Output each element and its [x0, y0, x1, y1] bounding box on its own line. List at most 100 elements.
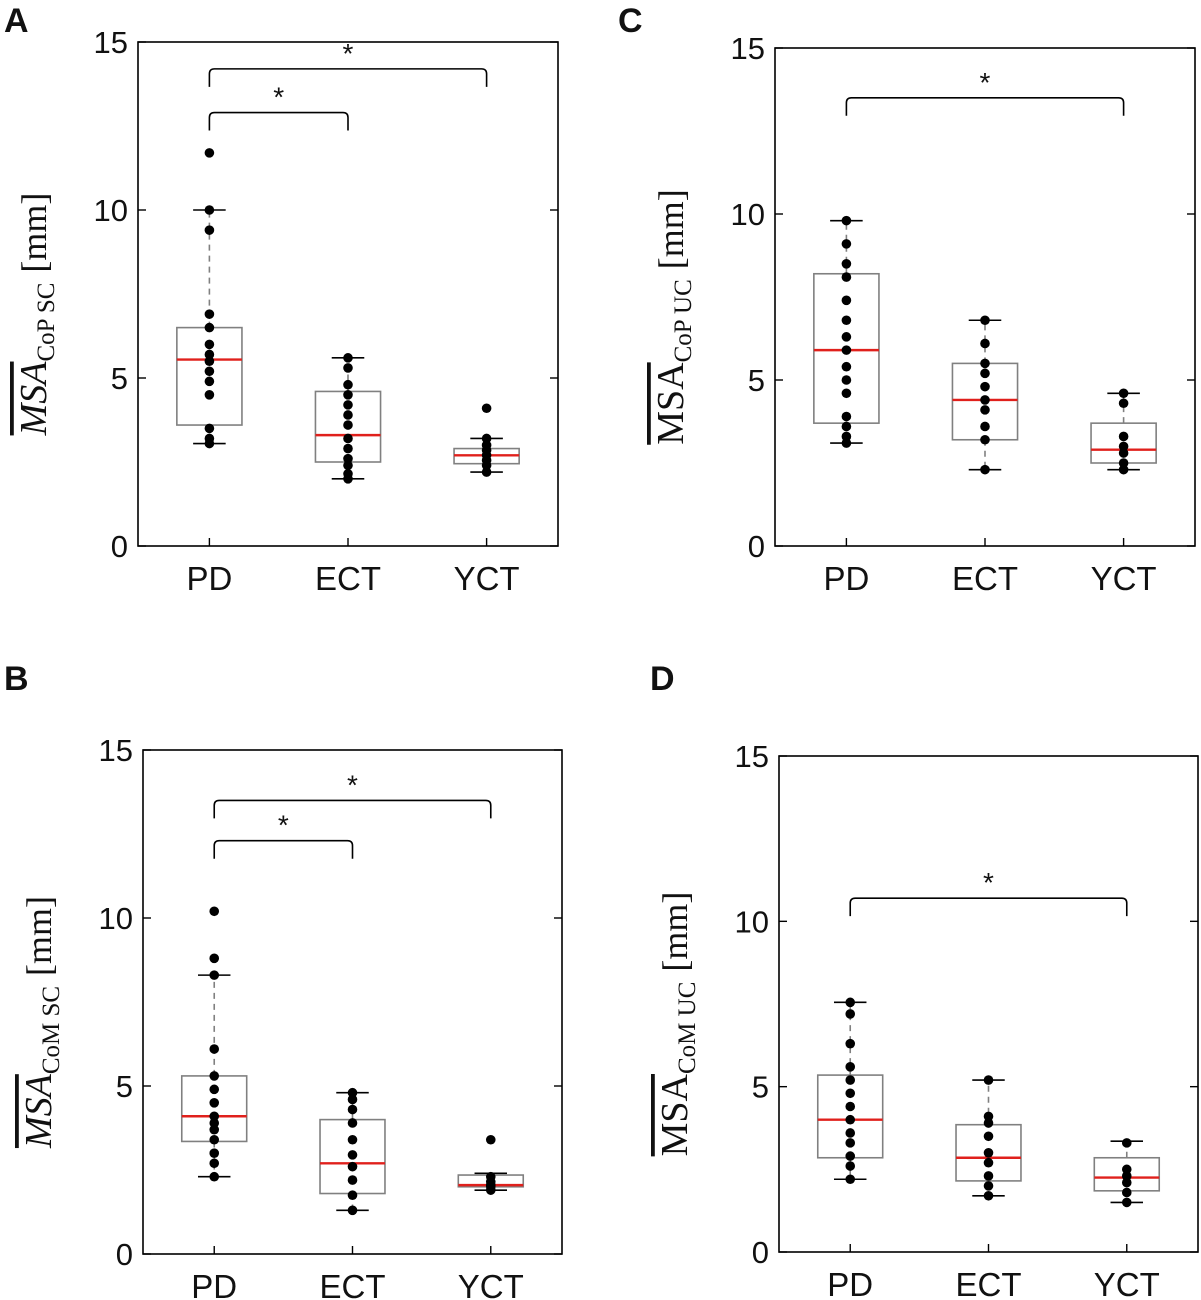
data-point	[209, 906, 220, 917]
data-point	[209, 1084, 220, 1095]
data-point	[980, 464, 990, 475]
y-tick-label: 15	[731, 31, 765, 66]
data-point	[347, 1087, 358, 1098]
chart-panel-d: D 0 5 10 15 PD ECT YCT MSACoM UC [mm] *	[650, 660, 1199, 1300]
data-point	[343, 443, 353, 454]
y-tick-label: 10	[731, 197, 765, 232]
data-point	[845, 1075, 856, 1085]
significance-star: *	[278, 810, 289, 841]
significance-bracket	[208, 68, 488, 87]
data-point	[841, 421, 852, 432]
y-tick-label: 5	[111, 361, 128, 396]
y-tick-label: 15	[99, 733, 133, 768]
data-point	[481, 467, 492, 477]
data-point	[1121, 1177, 1132, 1188]
y-tick-label: 5	[748, 363, 765, 398]
significance-bracket	[208, 111, 349, 131]
data-point	[841, 375, 852, 385]
data-point	[204, 376, 215, 387]
y-tick-label: 15	[94, 25, 128, 60]
y-axis-label-main: MSA	[654, 1073, 696, 1156]
data-point	[845, 1151, 856, 1161]
data-point	[1118, 464, 1129, 475]
data-point	[204, 390, 215, 400]
y-axis-label: MSACoP UC [mm]	[650, 189, 697, 445]
box-pd	[813, 219, 880, 444]
data-point	[347, 1161, 358, 1172]
y-axis-label-subscript: CoP SC	[33, 283, 60, 362]
panel-label: A	[4, 2, 29, 40]
data-point	[1118, 388, 1129, 399]
data-point	[343, 460, 353, 471]
y-tick-label: 0	[116, 1237, 133, 1272]
data-point	[845, 1128, 856, 1138]
data-point	[1118, 458, 1129, 468]
data-point	[983, 1181, 994, 1191]
significance-star: *	[983, 867, 994, 898]
data-point	[841, 411, 852, 422]
y-axis-label-subscript: CoP UC	[670, 279, 697, 362]
x-tick-label: PD	[191, 1268, 237, 1300]
x-tick-label: YCT	[1094, 1266, 1160, 1300]
data-point	[204, 148, 215, 158]
data-point	[481, 440, 492, 451]
data-point	[481, 433, 492, 444]
data-point	[204, 423, 215, 434]
data-point	[983, 1190, 994, 1201]
data-point	[343, 379, 353, 390]
y-axis-label-main: MSA	[650, 362, 692, 445]
data-point	[343, 410, 353, 420]
data-point	[209, 1098, 220, 1108]
data-point	[209, 1148, 220, 1158]
panel-label: D	[650, 660, 675, 698]
significance-star: *	[273, 82, 284, 113]
significance-bracket	[845, 97, 1125, 116]
data-point	[841, 239, 852, 249]
data-point	[841, 272, 852, 282]
y-tick-label: 0	[752, 1235, 769, 1270]
data-point	[343, 433, 353, 444]
data-point	[980, 381, 990, 392]
data-point	[845, 1114, 856, 1125]
data-point	[1121, 1164, 1132, 1175]
data-point	[841, 388, 852, 399]
data-point	[209, 970, 220, 980]
chart-panel-a: A 0 5 10 15 PD ECT YCT MSACoP SC [mm] * *	[4, 2, 559, 597]
data-point	[209, 1134, 220, 1145]
data-point	[209, 1158, 220, 1169]
data-point	[209, 1118, 220, 1128]
data-point	[983, 1157, 994, 1168]
data-point	[983, 1111, 994, 1122]
data-point	[980, 405, 990, 415]
data-point	[1121, 1197, 1132, 1208]
data-point	[983, 1171, 994, 1181]
data-point	[481, 403, 492, 414]
data-point	[204, 366, 215, 377]
data-point	[980, 434, 990, 445]
data-point	[983, 1131, 994, 1142]
y-tick-label: 5	[116, 1069, 133, 1104]
data-point	[209, 1124, 220, 1135]
data-point	[845, 1138, 856, 1148]
data-point	[343, 400, 353, 410]
data-point	[1118, 441, 1129, 452]
data-point	[204, 225, 215, 235]
y-axis-label-unit: [mm]	[655, 892, 695, 972]
significance-star: *	[347, 769, 358, 800]
data-point	[841, 438, 852, 448]
data-point	[1121, 1187, 1132, 1198]
x-tick-label: YCT	[458, 1268, 524, 1300]
y-tick-label: 15	[735, 739, 769, 774]
data-point	[347, 1150, 358, 1160]
y-axis-label: MSACoM UC [mm]	[654, 892, 701, 1157]
significance-star: *	[343, 38, 354, 69]
data-point	[347, 1190, 358, 1200]
data-point	[204, 322, 215, 333]
chart-panel-c: C 0 5 10 15 PD ECT YCT MSACoP UC [mm] *	[618, 2, 1196, 597]
data-point	[209, 1171, 220, 1182]
data-point	[347, 1118, 358, 1128]
y-tick-label: 10	[94, 193, 128, 228]
data-point	[845, 1009, 856, 1019]
data-point	[841, 345, 852, 355]
data-point	[343, 353, 353, 363]
